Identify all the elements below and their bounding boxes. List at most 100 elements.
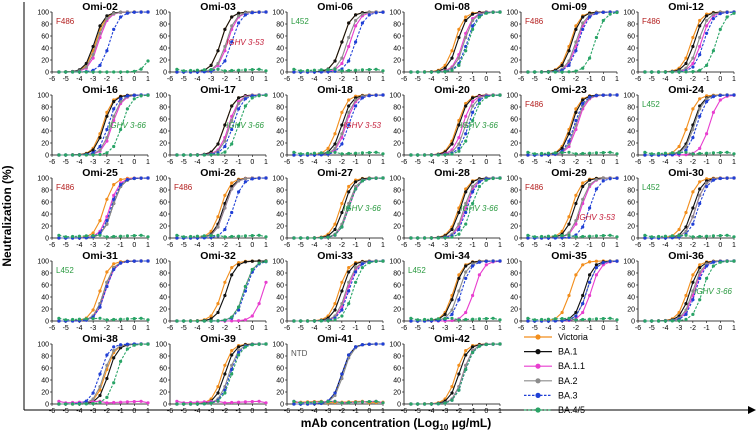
curve-ba-4-5	[644, 151, 735, 155]
x-tick-label: -2	[222, 408, 228, 415]
panel-title: Omi-32	[200, 250, 236, 262]
y-tick-label: 40	[393, 377, 401, 384]
x-tick-label: -6	[284, 242, 290, 249]
y-tick-label: 60	[393, 33, 401, 40]
data-point	[443, 401, 447, 405]
data-point	[698, 234, 702, 239]
y-tick-label: 80	[393, 353, 401, 360]
y-tick-label: 0	[45, 69, 49, 76]
y-tick-label: 20	[627, 306, 635, 313]
data-point	[594, 234, 598, 238]
data-point	[574, 310, 578, 315]
legend-label: BA.4/5	[558, 405, 585, 415]
data-point	[347, 270, 351, 274]
data-point	[91, 397, 95, 401]
data-point	[333, 227, 337, 232]
data-point	[698, 24, 702, 28]
data-point	[347, 110, 351, 114]
data-point	[643, 153, 647, 157]
data-point	[471, 18, 475, 23]
y-tick-label: 80	[159, 187, 167, 194]
data-point	[340, 201, 344, 206]
data-point	[588, 95, 592, 99]
data-point	[526, 316, 530, 320]
curve-ba-3	[410, 343, 501, 405]
y-tick-label: 40	[159, 128, 167, 135]
data-point	[132, 343, 136, 347]
curve-ba-4-5	[176, 260, 267, 322]
data-point	[98, 144, 102, 149]
data-point	[601, 93, 605, 97]
x-tick-label: 1	[146, 408, 150, 415]
data-point	[601, 179, 605, 183]
x-tick-label: -3	[676, 76, 682, 83]
data-point	[57, 233, 61, 237]
data-point	[457, 372, 461, 376]
data-point	[91, 317, 95, 321]
data-point	[601, 263, 605, 267]
data-point	[588, 15, 592, 19]
data-point	[691, 65, 695, 69]
y-tick-label: 20	[276, 306, 284, 313]
data-point	[360, 179, 364, 183]
x-tick-label: -1	[703, 76, 709, 83]
data-point	[347, 104, 351, 108]
data-point	[175, 233, 179, 237]
data-point	[354, 18, 358, 23]
y-tick-label: 100	[272, 341, 284, 348]
data-point	[230, 349, 234, 353]
data-point	[608, 150, 612, 154]
data-point	[230, 181, 234, 185]
data-point	[450, 235, 454, 239]
x-tick-label: -3	[559, 325, 565, 332]
data-point	[237, 263, 241, 267]
data-point	[471, 201, 475, 206]
data-point	[374, 176, 378, 180]
y-tick-label: 20	[393, 140, 401, 147]
data-point	[119, 359, 123, 363]
y-tick-label: 60	[393, 116, 401, 123]
y-tick-label: 80	[41, 104, 49, 111]
data-point	[57, 236, 61, 240]
data-point	[223, 44, 227, 49]
data-point	[581, 66, 585, 70]
data-point	[381, 69, 385, 73]
data-point	[112, 183, 116, 187]
panel-omi-03: Omi-03 0 20 40 60 80 100 -6 -5 -4 -3 -2 -1 0 1 IGHV 3-5…	[155, 1, 268, 83]
data-point	[340, 289, 344, 293]
data-point	[691, 215, 695, 219]
x-tick-label: -5	[181, 76, 187, 83]
data-point	[546, 151, 550, 155]
data-point	[601, 261, 605, 265]
data-point	[684, 229, 688, 233]
curve-ba-4-5	[410, 317, 501, 321]
x-tick-label: -3	[90, 76, 96, 83]
legend-marker	[535, 349, 541, 355]
curve-ba-4-5	[527, 151, 618, 155]
curve-ba-2	[527, 260, 618, 322]
curve-ba-1	[176, 343, 266, 405]
data-point	[333, 308, 337, 312]
data-point	[202, 402, 206, 406]
curve-ba-1-1	[293, 260, 384, 322]
data-point	[663, 234, 667, 238]
y-tick-label: 100	[506, 92, 518, 99]
panel-title: Omi-41	[317, 333, 353, 345]
data-point	[732, 152, 736, 156]
data-point	[588, 178, 592, 182]
data-point	[312, 236, 316, 240]
data-point	[306, 68, 310, 73]
data-point	[588, 317, 592, 321]
x-tick-label: -1	[117, 242, 123, 249]
data-point	[498, 318, 502, 322]
data-point	[684, 148, 688, 152]
data-point	[574, 222, 578, 226]
data-point	[698, 187, 702, 191]
data-point	[409, 402, 413, 406]
x-tick-label: -5	[181, 408, 187, 415]
data-point	[292, 70, 296, 74]
x-tick-label: -3	[559, 76, 565, 83]
curve-ba-4-5	[527, 317, 618, 321]
y-tick-label: 80	[627, 21, 635, 28]
data-point	[243, 68, 247, 72]
